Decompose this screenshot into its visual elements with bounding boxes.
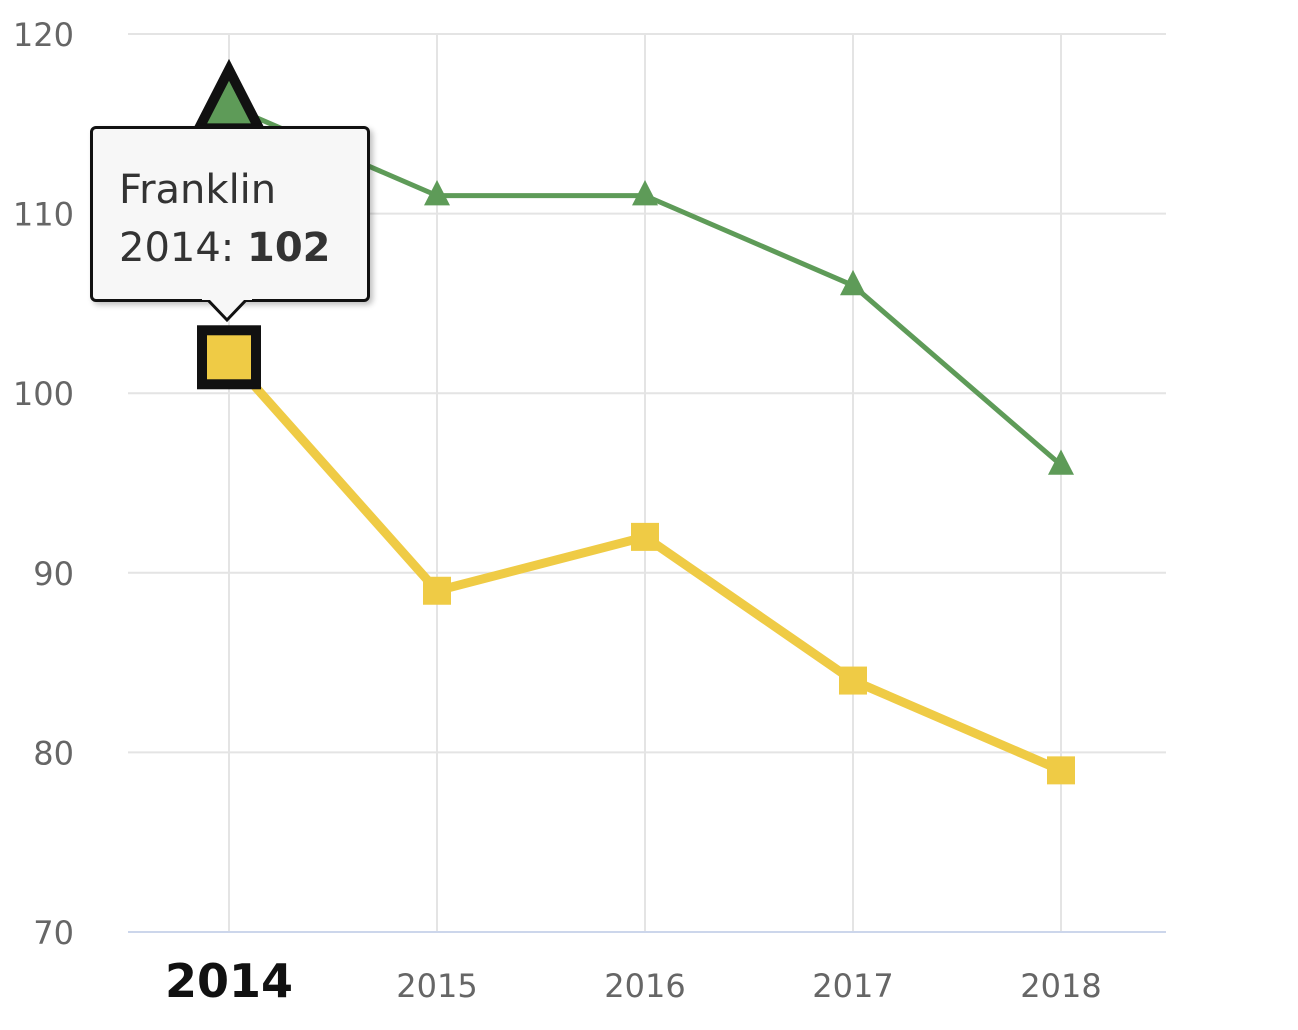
tooltip: Franklin 2014: 102 xyxy=(90,126,370,302)
y-tick-label: 90 xyxy=(33,555,74,593)
tooltip-value-line: 2014: 102 xyxy=(119,219,367,277)
y-tick-label: 100 xyxy=(13,375,74,413)
data-point-triangle xyxy=(840,269,866,296)
y-tick-label: 80 xyxy=(33,734,74,772)
y-tick-label: 70 xyxy=(33,914,74,952)
data-point-triangle xyxy=(632,180,658,206)
x-tick-label: 2017 xyxy=(812,967,893,1005)
data-point-square xyxy=(197,325,261,390)
horizontal-gridlines xyxy=(128,33,1166,754)
x-tick-label: 2015 xyxy=(396,967,477,1005)
x-axis-ticks: 2014 2015 2016 2017 2018 xyxy=(165,954,1102,1008)
data-point-triangle xyxy=(424,180,450,206)
data-point-square xyxy=(1047,756,1075,785)
data-point-triangle xyxy=(1048,449,1074,475)
y-tick-label: 110 xyxy=(13,196,74,234)
y-tick-label: 120 xyxy=(13,16,74,54)
x-tick-label: 2016 xyxy=(604,967,685,1005)
x-tick-label: 2014 xyxy=(165,954,293,1008)
tooltip-separator: : xyxy=(220,225,235,271)
data-point-square xyxy=(839,666,867,695)
tooltip-pointer xyxy=(202,298,252,323)
y-axis-ticks: 70 80 90 100 110 120 xyxy=(13,16,74,952)
x-tick-label: 2018 xyxy=(1020,967,1101,1005)
data-point-triangle xyxy=(190,58,268,134)
series-layer xyxy=(190,58,1075,785)
data-point-square xyxy=(423,576,451,605)
series-franklin xyxy=(197,325,1075,785)
tooltip-series-name: Franklin xyxy=(119,167,277,213)
data-point-square xyxy=(631,522,659,551)
tooltip-category: 2014 xyxy=(119,225,221,271)
tooltip-value: 102 xyxy=(247,225,331,271)
